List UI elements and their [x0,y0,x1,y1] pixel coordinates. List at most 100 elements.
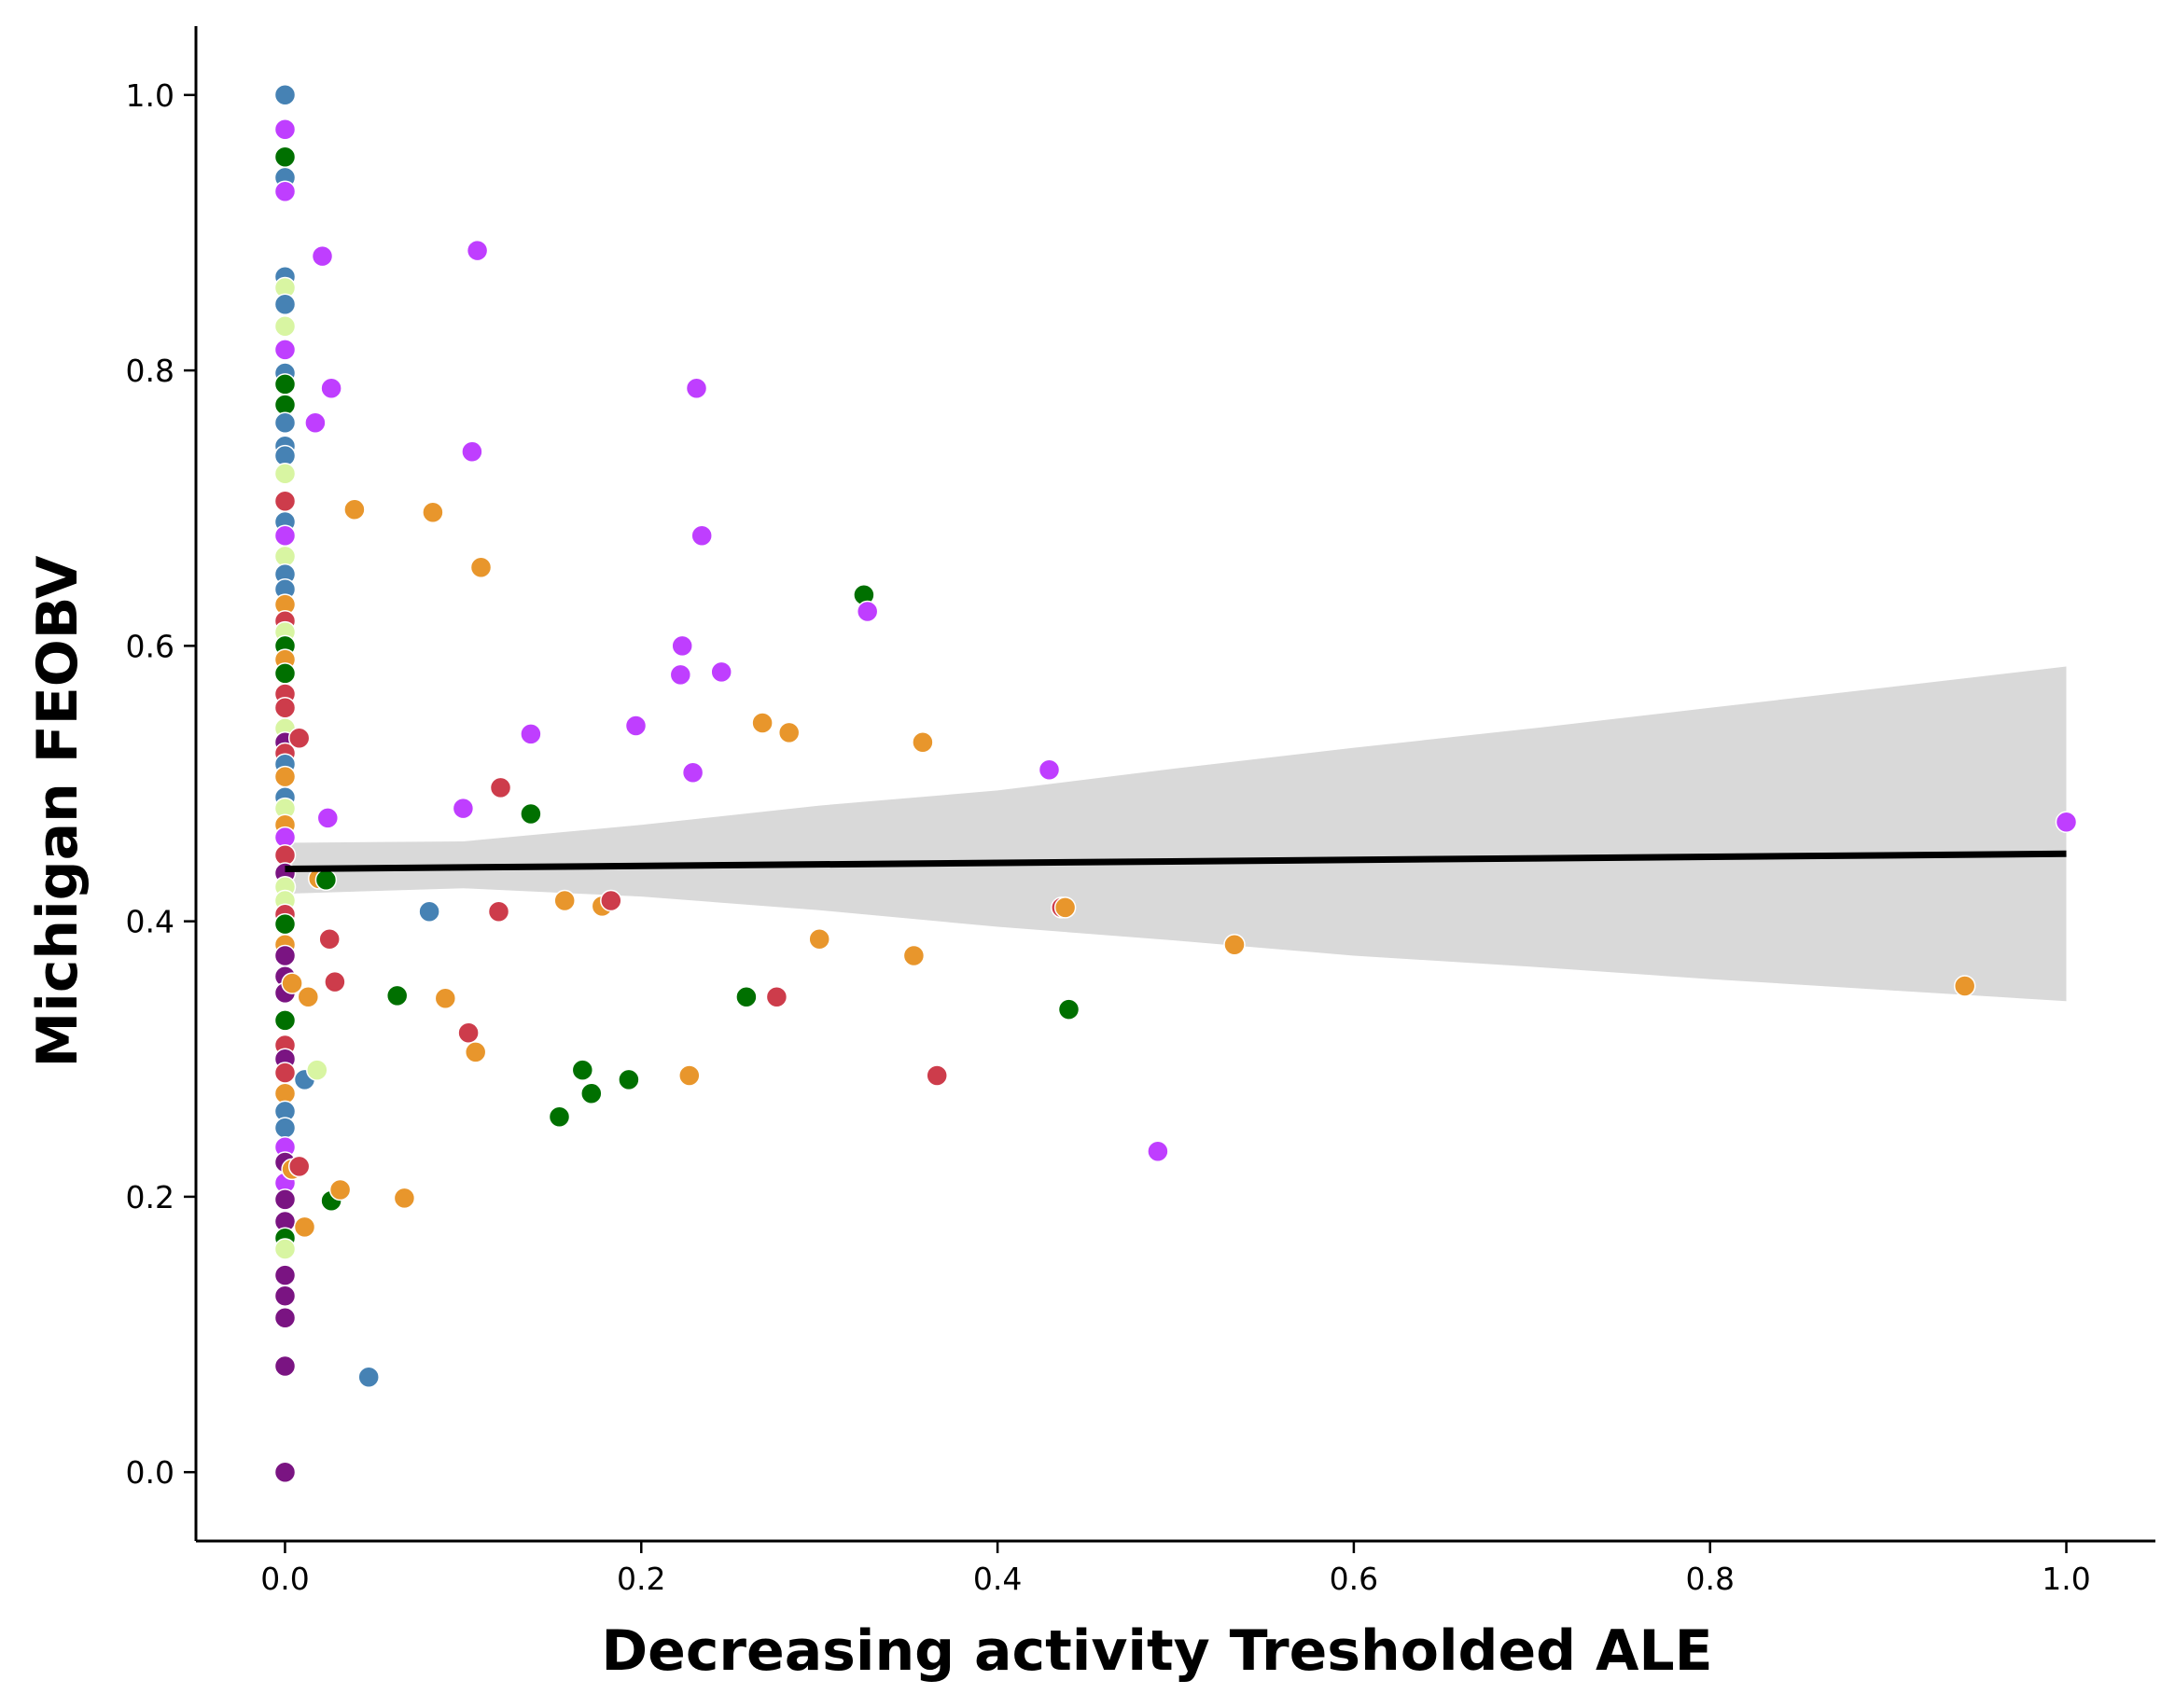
data-point [273,1307,297,1329]
data-point [464,1041,487,1063]
data-point [690,524,713,548]
data-point [735,986,758,1008]
data-point [678,1064,701,1087]
x-tick-label: 1.0 [2042,1561,2090,1597]
data-point [273,1264,297,1286]
data-point [777,721,801,744]
data-point [487,900,510,923]
data-point [273,765,297,788]
data-point [273,146,297,169]
data-point [273,1238,297,1260]
data-point [489,776,512,799]
x-tick-label: 0.4 [973,1561,1022,1597]
data-point [685,377,708,400]
data-point [273,293,297,315]
data-point [297,986,320,1008]
data-point [328,1178,352,1201]
y-tick-label: 0.6 [126,628,174,664]
x-axis-title: Decreasing activity Tresholded ALE [601,1618,1712,1684]
data-point [314,868,338,892]
plot-area [273,84,2078,1483]
data-point [311,244,334,268]
x-axis-ticks: 0.0 0.2 0.4 0.6 0.8 1.0 [260,1541,2091,1597]
data-point [466,239,489,262]
data-point [902,944,926,967]
x-tick-label: 0.0 [260,1561,309,1597]
data-point [580,1082,603,1104]
data-point [418,900,440,923]
data-point [669,663,692,687]
data-point [273,373,297,396]
y-tick-label: 0.8 [126,353,174,389]
data-point [316,807,340,829]
data-point [452,797,475,820]
data-point [281,972,303,994]
y-tick-label: 0.2 [126,1179,174,1215]
data-point [273,339,297,361]
data-point [273,1062,297,1084]
data-point [385,984,409,1007]
data-point [273,662,297,685]
data-point [273,524,297,548]
data-point [273,1188,297,1211]
data-point [273,490,297,513]
data-points [273,84,2078,1483]
data-point [422,501,444,523]
data-point [293,1215,316,1239]
data-point [343,498,366,521]
data-point [520,723,542,745]
data-point [393,1187,416,1210]
data-point [273,118,297,141]
data-point [273,1117,297,1139]
data-point [273,1461,297,1483]
data-point [273,180,297,202]
data-point [273,84,297,106]
data-point [434,987,457,1010]
x-tick-label: 0.2 [617,1561,665,1597]
data-point [765,986,788,1008]
data-point [273,697,297,719]
data-point [287,727,311,750]
data-point [751,712,774,734]
data-point [624,715,648,737]
data-point [287,1155,311,1178]
data-point [520,802,542,826]
data-point [324,970,346,993]
data-point [273,411,297,434]
data-point [571,1059,594,1081]
data-point [469,556,493,578]
data-point [1147,1140,1169,1162]
data-point [273,1284,297,1307]
y-tick-label: 0.4 [126,904,174,940]
y-tick-label: 1.0 [126,77,174,114]
data-point [553,889,576,912]
data-point [2055,811,2078,834]
data-point [273,463,297,485]
data-point [306,1059,328,1081]
data-point [273,912,297,936]
data-point [671,634,693,658]
data-point [1223,933,1246,956]
x-tick-label: 0.8 [1685,1561,1734,1597]
data-point [320,377,342,400]
data-point [273,1009,297,1032]
data-point [318,928,341,951]
data-point [273,1354,297,1378]
y-tick-label: 0.0 [126,1454,174,1491]
data-point [1053,896,1077,919]
data-point [600,889,622,912]
data-point [1057,998,1081,1021]
data-point [1953,975,1976,997]
data-point [618,1068,640,1091]
data-point [856,600,879,623]
data-point [548,1105,571,1129]
regression-line [285,850,2067,873]
data-point [457,1021,480,1044]
y-axis-title: Michigan FEOBV [25,555,91,1067]
data-point [304,411,327,434]
data-point [710,660,732,684]
data-point [273,315,297,338]
data-point [681,761,704,784]
y-axis-ticks: 0.0 0.2 0.4 0.6 0.8 1.0 [126,77,196,1491]
